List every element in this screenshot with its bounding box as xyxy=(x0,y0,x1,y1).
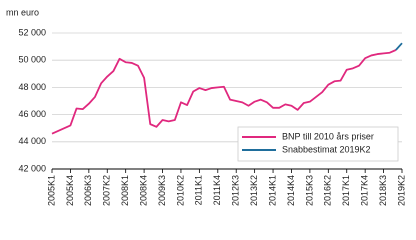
x-tick-label: 2017K1 xyxy=(341,175,351,206)
legend-box xyxy=(237,126,399,162)
x-tick-label: 2014K4 xyxy=(286,175,296,206)
y-tick-label: 52 000 xyxy=(18,27,46,37)
series-line xyxy=(395,42,403,51)
x-tick-label: 2014K1 xyxy=(267,175,277,206)
legend-label: Snabbestimat 2019K2 xyxy=(282,144,371,154)
chart: mn euro 42 000 44 000 46 000 48 000 50 000 52… xyxy=(6,7,406,206)
x-tick-label: 2007K2 xyxy=(102,175,112,206)
x-tick-label: 2008K1 xyxy=(120,175,130,206)
y-tick-label: 42 000 xyxy=(18,163,46,173)
x-tick-label: 2017K4 xyxy=(360,175,370,206)
y-tick-label: 46 000 xyxy=(18,109,46,119)
x-tick-label: 2009K3 xyxy=(157,175,167,206)
legend-label: BNP till 2010 års priser xyxy=(282,131,374,141)
x-tick-label: 2018K3 xyxy=(378,175,388,206)
x-tick-label: 2019K2 xyxy=(396,175,406,206)
y-tick-label: 44 000 xyxy=(18,136,46,146)
x-tick-label: 2005K4 xyxy=(65,175,75,206)
y-axis-label: mn euro xyxy=(6,7,39,17)
x-tick-label: 2006K3 xyxy=(83,175,93,206)
x-tick-label: 2015K3 xyxy=(304,175,314,206)
x-tick-label: 2011K1 xyxy=(194,175,204,205)
x-tick-label: 2005K1 xyxy=(46,175,56,206)
y-tick-label: 50 000 xyxy=(18,55,46,65)
x-tick-label: 2012K3 xyxy=(231,175,241,206)
y-tick-label: 48 000 xyxy=(18,82,46,92)
x-tick-label: 2008K4 xyxy=(138,175,148,206)
x-tick-label: 2013K2 xyxy=(249,175,259,206)
x-tick-label: 2016K2 xyxy=(323,175,333,206)
series-line xyxy=(51,49,397,135)
x-tick-label: 2010K2 xyxy=(175,175,185,206)
x-tick-label: 2011K4 xyxy=(212,175,222,205)
